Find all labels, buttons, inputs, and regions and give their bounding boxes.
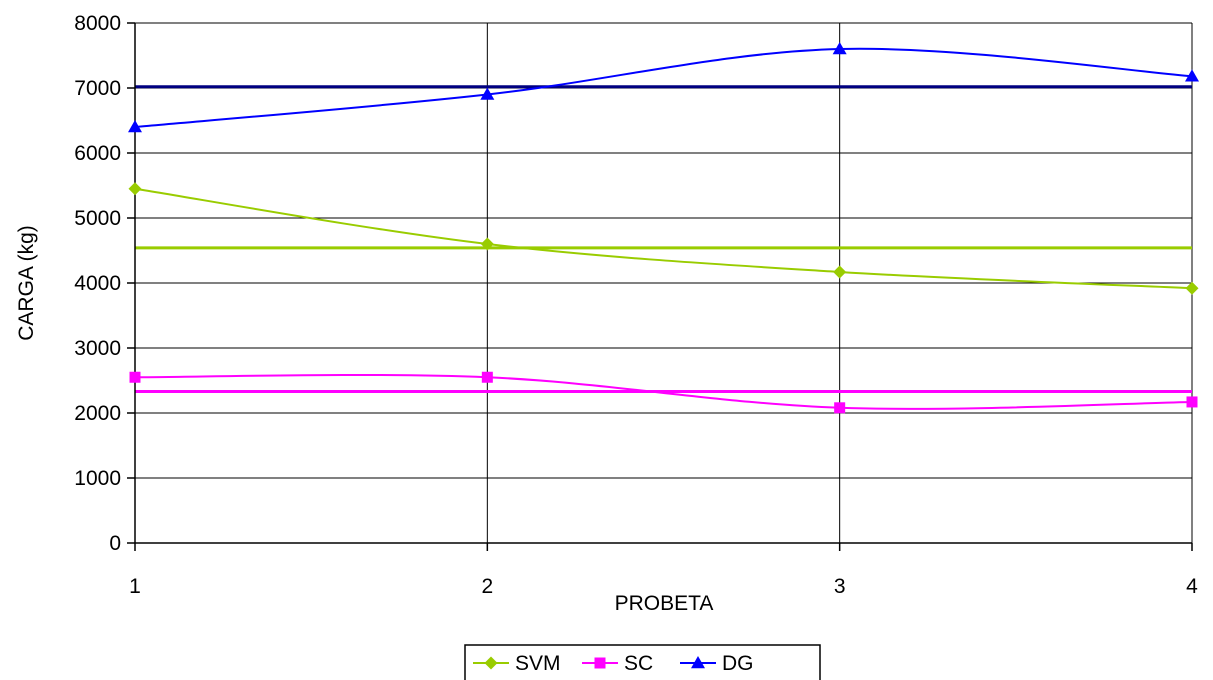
y-tick-label: 4000 xyxy=(74,272,121,295)
data-point-sc xyxy=(129,371,141,383)
data-point-sc xyxy=(481,371,493,383)
tick-labels: 0 1000 2000 3000 4000 5000 6000 7000 8000 1 2 3 4 xyxy=(74,12,1198,598)
data-point-dg xyxy=(480,87,495,100)
y-tick-label: 5000 xyxy=(74,207,121,230)
x-tick-label: 1 xyxy=(129,575,141,598)
y-tick-label: 0 xyxy=(109,532,121,555)
legend-entry-svm: SVM xyxy=(473,652,561,675)
legend-marker-sc xyxy=(594,657,606,669)
grid-lines xyxy=(135,22,1193,543)
series-group xyxy=(128,42,1199,414)
data-point-sc xyxy=(834,402,846,414)
y-tick-label: 1000 xyxy=(74,467,121,490)
legend-entry-sc: SC xyxy=(582,652,653,675)
legend-entry-dg: DG xyxy=(680,652,754,675)
legend: SVM SC DG xyxy=(464,644,821,680)
series-sc xyxy=(129,371,1198,414)
legend-marker-dg xyxy=(691,656,705,669)
legend-items: SVM SC DG xyxy=(473,652,754,675)
y-tick-label: 2000 xyxy=(74,402,121,425)
data-point-sc xyxy=(1186,396,1198,408)
series-line-dg xyxy=(134,47,1193,128)
data-point-dg xyxy=(1185,69,1199,82)
x-tick-label: 4 xyxy=(1186,575,1198,598)
legend-label-dg: DG xyxy=(722,652,754,675)
axes xyxy=(127,22,1193,551)
series-line-svm xyxy=(134,187,1193,290)
data-point-svm xyxy=(480,237,494,251)
data-point-svm xyxy=(128,182,142,196)
y-tick-label: 3000 xyxy=(74,337,121,360)
x-tick-label: 3 xyxy=(834,575,846,598)
series-svm xyxy=(128,182,1199,295)
legend-box xyxy=(464,644,821,680)
data-point-svm xyxy=(1185,281,1199,295)
series-line-sc xyxy=(134,373,1193,410)
y-tick-label: 8000 xyxy=(74,12,121,35)
x-tick-label: 2 xyxy=(481,575,493,598)
legend-marker-svm xyxy=(484,656,498,670)
legend-label-svm: SVM xyxy=(515,652,561,675)
y-tick-label: 6000 xyxy=(74,142,121,165)
data-point-dg xyxy=(832,42,847,55)
data-point-dg xyxy=(128,120,142,133)
legend-label-sc: SC xyxy=(624,652,653,675)
data-point-svm xyxy=(833,265,847,279)
x-axis-title: PROBETA xyxy=(615,592,714,615)
y-axis-title: CARGA (kg) xyxy=(15,225,38,341)
series-dg xyxy=(128,42,1199,133)
y-tick-label: 7000 xyxy=(74,77,121,100)
reference-lines xyxy=(135,85,1192,394)
